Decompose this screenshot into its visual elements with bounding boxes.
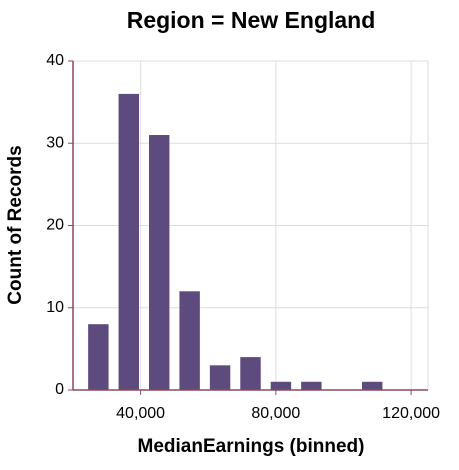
- bar: [270, 381, 292, 390]
- x-tick-label: 80,000: [251, 405, 300, 422]
- x-tick-label: 120,000: [382, 405, 440, 422]
- bar: [362, 381, 383, 390]
- y-tick-label: 0: [55, 381, 64, 398]
- bar: [209, 365, 231, 390]
- x-tick-label: 40,000: [116, 405, 165, 422]
- bar: [118, 93, 139, 391]
- chart-title: Region = New England: [127, 7, 376, 33]
- bar: [88, 324, 109, 390]
- bar: [149, 135, 170, 390]
- y-tick-label: 30: [46, 134, 64, 151]
- y-axis-title: Count of Records: [5, 145, 26, 304]
- bar: [240, 357, 261, 390]
- y-tick-label: 20: [46, 217, 64, 234]
- x-axis-title: MedianEarnings (binned): [138, 436, 365, 457]
- y-tick-label: 40: [46, 52, 64, 69]
- y-tick-label: 10: [46, 299, 64, 316]
- bar: [301, 381, 322, 390]
- bar: [179, 291, 200, 390]
